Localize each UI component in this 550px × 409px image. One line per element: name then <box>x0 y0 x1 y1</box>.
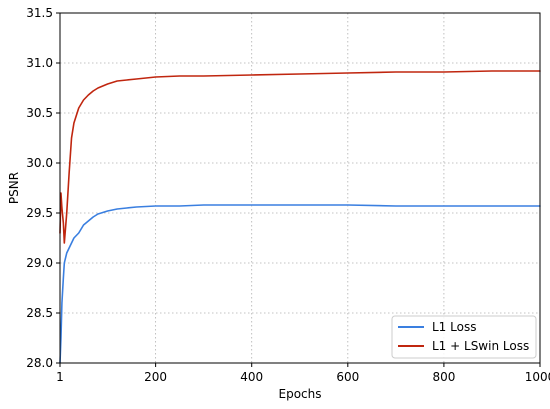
grid-lines <box>60 13 540 363</box>
axis-ticks: 1 200 400 600 800 1000 28.0 28.5 29.0 29.5 30.0 30.… <box>26 6 550 384</box>
x-tick-label: 800 <box>432 370 455 384</box>
series-lines <box>59 70 541 364</box>
x-tick-label: 400 <box>240 370 263 384</box>
plot-frame <box>59 12 541 364</box>
legend: L1 Loss L1 + LSwin Loss <box>391 315 537 359</box>
y-tick-label: 30.5 <box>26 106 53 120</box>
y-tick-label: 30.0 <box>26 156 53 170</box>
series-l1-loss-line <box>59 204 541 364</box>
y-axis-label: PSNR <box>7 172 21 204</box>
series-l1-lswin-loss-line <box>59 70 541 244</box>
x-tick-label: 600 <box>336 370 359 384</box>
y-tick-label: 31.0 <box>26 56 53 70</box>
legend-label-l1-lswin: L1 + LSwin Loss <box>432 339 529 353</box>
y-tick-label: 28.0 <box>26 356 53 370</box>
y-tick-label: 29.5 <box>26 206 53 220</box>
y-tick-label: 28.5 <box>26 306 53 320</box>
x-tick-label: 1000 <box>525 370 550 384</box>
legend-label-l1: L1 Loss <box>432 320 476 334</box>
y-tick-label: 31.5 <box>26 6 53 20</box>
x-tick-label: 1 <box>56 370 64 384</box>
y-tick-label: 29.0 <box>26 256 53 270</box>
legend-box <box>391 315 537 359</box>
x-tick-label: 200 <box>144 370 167 384</box>
x-axis-label: Epochs <box>279 387 322 401</box>
